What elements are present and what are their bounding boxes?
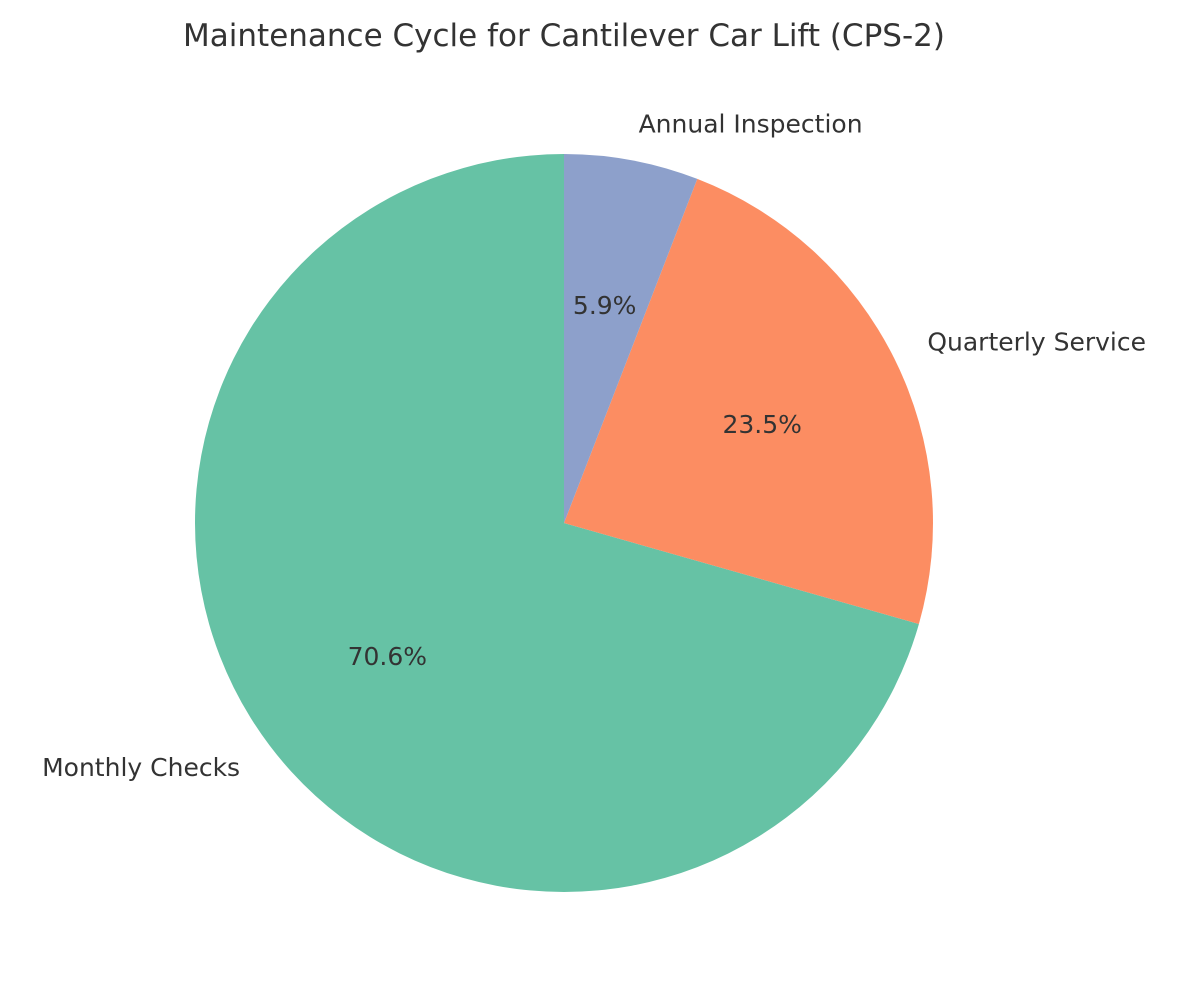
pie-slice-annual-inspection <box>564 154 698 523</box>
chart-title: Maintenance Cycle for Cantilever Car Lif… <box>183 18 945 54</box>
pie-slice-monthly-checks <box>194 154 919 892</box>
slice-percent-label: 5.9% <box>573 291 637 320</box>
slice-label: Quarterly Service <box>927 328 1146 357</box>
slice-label: Monthly Checks <box>42 753 240 782</box>
slice-percent-label: 70.6% <box>348 642 427 671</box>
pie-slice-quarterly-service <box>564 178 933 624</box>
slice-percent-label: 23.5% <box>722 410 801 439</box>
slice-label: Annual Inspection <box>639 110 863 139</box>
